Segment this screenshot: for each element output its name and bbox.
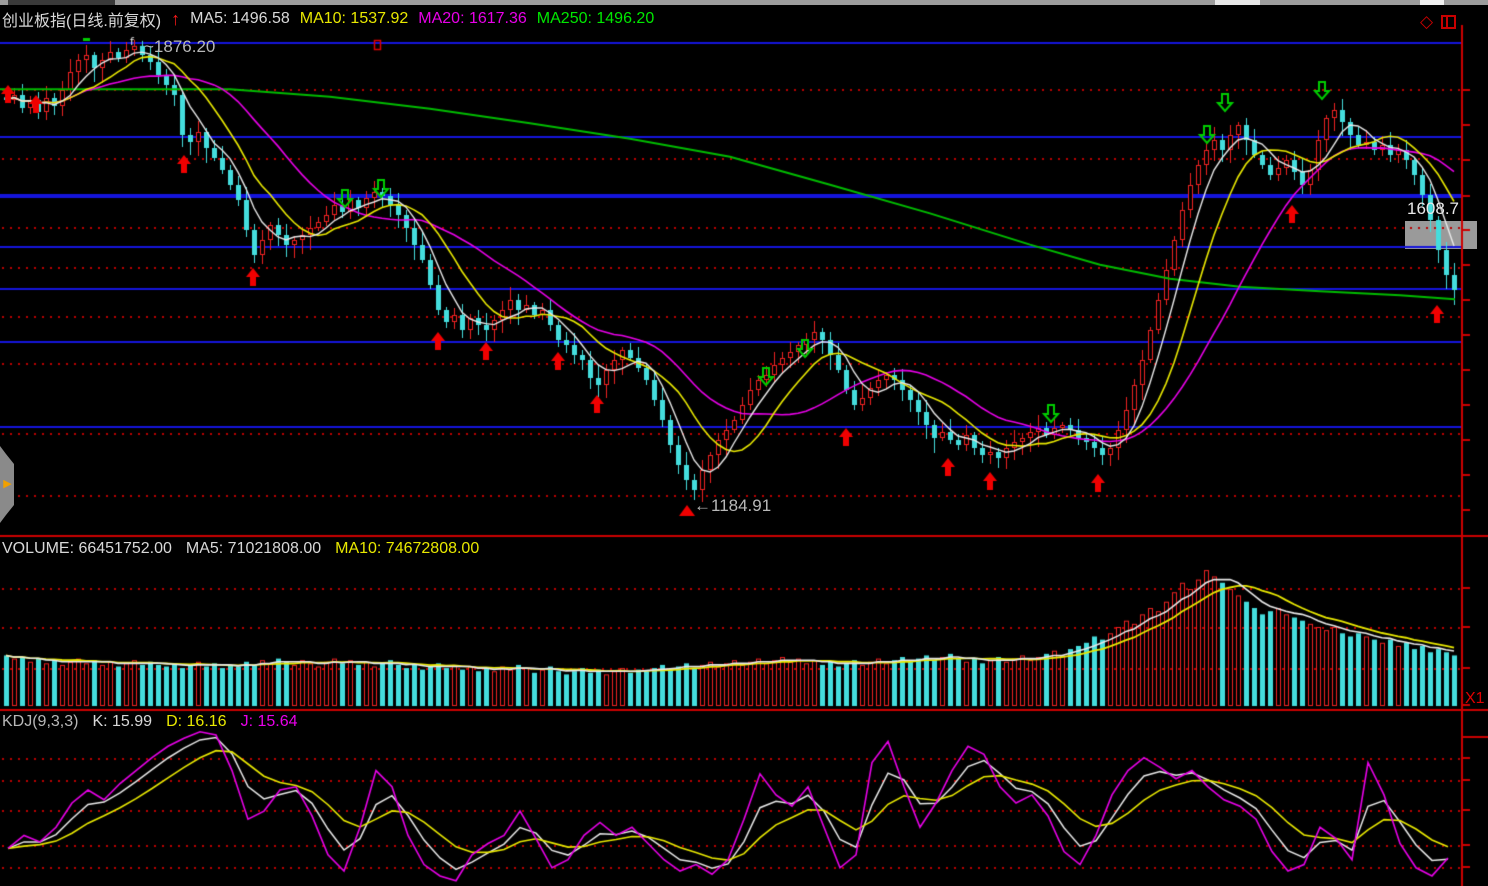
volume-value: VOLUME: 66451752.00 xyxy=(2,540,172,557)
strip-segment xyxy=(1215,0,1260,5)
low-price-annotation: ←1184.91 xyxy=(694,496,772,515)
chart-title: 创业板指(日线.前复权) xyxy=(2,13,162,30)
top-window-strip xyxy=(0,0,1488,5)
ma10-legend: MA10: 1537.92 xyxy=(299,10,409,27)
left-panel-toggle[interactable]: ▶ xyxy=(0,446,14,523)
corner-icons: ◇ xyxy=(1420,12,1457,31)
volume-ma5: MA5: 71021808.00 xyxy=(185,540,322,557)
diamond-icon[interactable]: ◇ xyxy=(1420,12,1434,31)
expand-arrow-icon: ▶ xyxy=(3,478,12,490)
volume-legend: VOLUME: 66451752.00 MA5: 71021808.00 MA1… xyxy=(2,540,493,558)
window-icon[interactable] xyxy=(1441,14,1457,29)
ma5-legend: MA5: 1496.58 xyxy=(190,10,290,27)
ma20-legend: MA20: 1617.36 xyxy=(418,10,527,27)
strip-segment xyxy=(1420,0,1444,5)
main-chart-legend: 创业板指(日线.前复权) ↑ MA5: 1496.58 MA10: 1537.9… xyxy=(2,8,664,31)
kdj-k: K: 15.99 xyxy=(92,713,153,730)
kdj-j: J: 15.64 xyxy=(240,713,298,730)
high-price-annotation: ~1876.20 xyxy=(144,37,216,56)
buy-signal-arrow-icon: ↑ xyxy=(171,8,181,29)
kdj-d: D: 16.16 xyxy=(166,713,227,730)
x-scale-label: X1 xyxy=(1465,690,1485,707)
price-marker-label: 1608.7 xyxy=(1407,199,1459,218)
kdj-name: KDJ(9,3,3) xyxy=(2,713,79,730)
strip-segment xyxy=(8,0,115,5)
kdj-legend: KDJ(9,3,3) K: 15.99 D: 16.16 J: 15.64 xyxy=(2,713,312,731)
ma250-legend: MA250: 1496.20 xyxy=(536,10,655,27)
volume-ma10: MA10: 74672808.00 xyxy=(335,540,480,557)
